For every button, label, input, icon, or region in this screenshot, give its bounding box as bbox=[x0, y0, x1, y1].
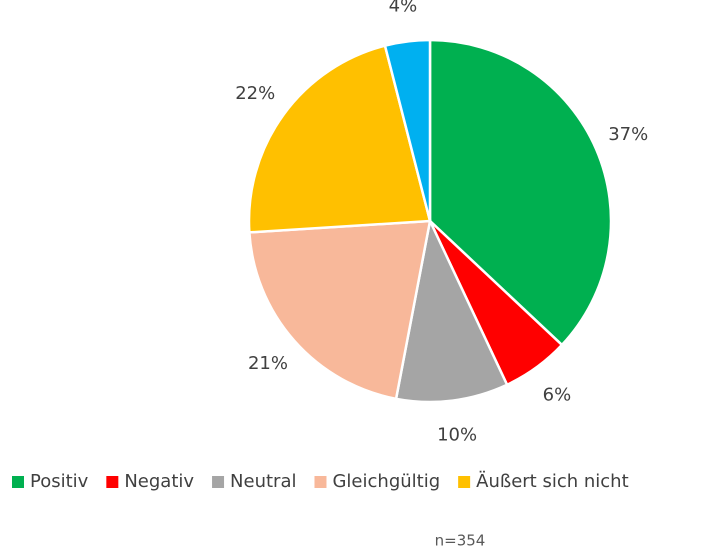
legend-swatch bbox=[212, 476, 225, 488]
pie-slice bbox=[383, 38, 432, 222]
legend-label: Neutral bbox=[230, 471, 296, 492]
pie-slice bbox=[394, 216, 509, 404]
pie-slice bbox=[428, 38, 613, 347]
data-label: 10% bbox=[437, 424, 477, 445]
data-label: 22% bbox=[235, 83, 275, 104]
legend-swatch bbox=[314, 476, 327, 488]
legend-label: Positiv bbox=[30, 471, 89, 492]
legend-label: Negativ bbox=[124, 471, 194, 492]
legend-swatch bbox=[106, 476, 119, 488]
sample-size-note: n=354 bbox=[435, 532, 486, 550]
legend-label: Äußert sich nicht bbox=[476, 471, 629, 492]
data-label: 21% bbox=[248, 353, 288, 374]
legend-swatch bbox=[12, 476, 24, 488]
data-label: 37% bbox=[608, 124, 648, 145]
pie-slice bbox=[247, 44, 432, 234]
data-label: 4% bbox=[389, 0, 418, 17]
data-label: 6% bbox=[543, 385, 572, 406]
pie-slice bbox=[248, 219, 432, 401]
legend-label: Gleichgültig bbox=[332, 471, 440, 492]
legend-swatch bbox=[458, 476, 471, 488]
